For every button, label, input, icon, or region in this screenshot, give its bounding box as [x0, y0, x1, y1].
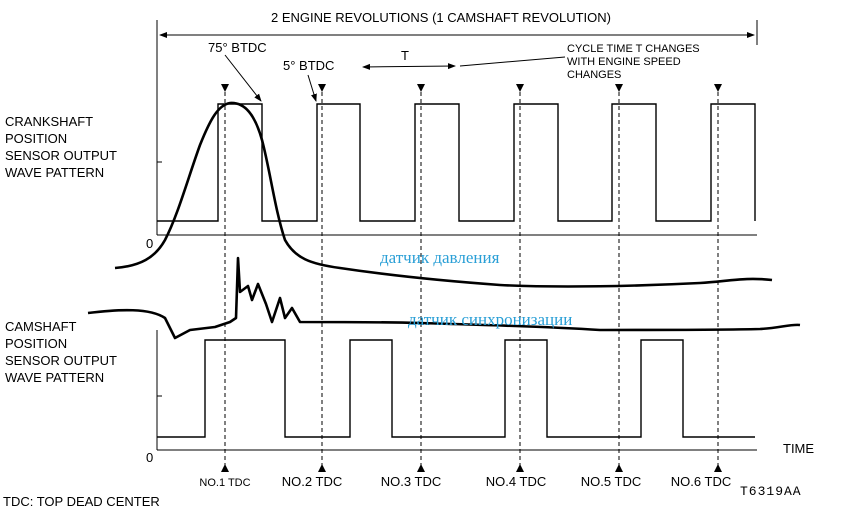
- label-line: WAVE PATTERN: [5, 370, 104, 385]
- figure-code: T6319AA: [740, 484, 802, 499]
- period: T: [401, 48, 409, 63]
- label-line: CRANKSHAFT: [5, 114, 93, 129]
- zero-label: 0: [146, 236, 153, 251]
- tdc-markers: [221, 84, 722, 472]
- time-label: TIME: [783, 441, 814, 456]
- tdc-label: NO.1 TDC: [199, 477, 250, 489]
- label-line: SENSOR OUTPUT: [5, 148, 117, 163]
- handwritten-label: датчик синхронизации: [408, 310, 572, 329]
- camshaft-label: CAMSHAFT POSITION SENSOR OUTPUT WAVE PAT…: [5, 319, 117, 385]
- advance-5: 5° BTDC: [283, 58, 334, 73]
- cycle-note: CYCLE TIME T CHANGES: [567, 43, 700, 55]
- tdc-label: NO.5 TDC: [581, 474, 641, 489]
- cam-wave: [157, 339, 755, 438]
- handwritten-pressure-curve: [114, 101, 773, 288]
- advance-75: 75° BTDC: [208, 40, 267, 55]
- tdc-label: NO.6 TDC: [671, 474, 731, 489]
- footnote: TDC: TOP DEAD CENTER: [3, 494, 160, 509]
- handwritten-label: датчик давления: [380, 248, 500, 267]
- crank-axes: [156, 25, 757, 236]
- label-line: SENSOR OUTPUT: [5, 353, 117, 368]
- label-line: WAVE PATTERN: [5, 165, 104, 180]
- tdc-label: NO.4 TDC: [486, 474, 546, 489]
- cam-axes: [156, 330, 757, 451]
- cycle-note: CHANGES: [567, 69, 621, 81]
- label-line: POSITION: [5, 131, 67, 146]
- zero-label: 0: [146, 450, 153, 465]
- handwritten-sync-curve: [87, 256, 801, 340]
- tdc-label: NO.3 TDC: [381, 474, 441, 489]
- label-line: CAMSHAFT: [5, 319, 77, 334]
- crank-wave: [157, 103, 756, 222]
- crank-label: CRANKSHAFT POSITION SENSOR OUTPUT WAVE P…: [5, 114, 117, 180]
- title: 2 ENGINE REVOLUTIONS (1 CAMSHAFT REVOLUT…: [271, 10, 611, 25]
- label-line: POSITION: [5, 336, 67, 351]
- cycle-note: WITH ENGINE SPEED: [567, 56, 681, 68]
- tdc-label: NO.2 TDC: [282, 474, 342, 489]
